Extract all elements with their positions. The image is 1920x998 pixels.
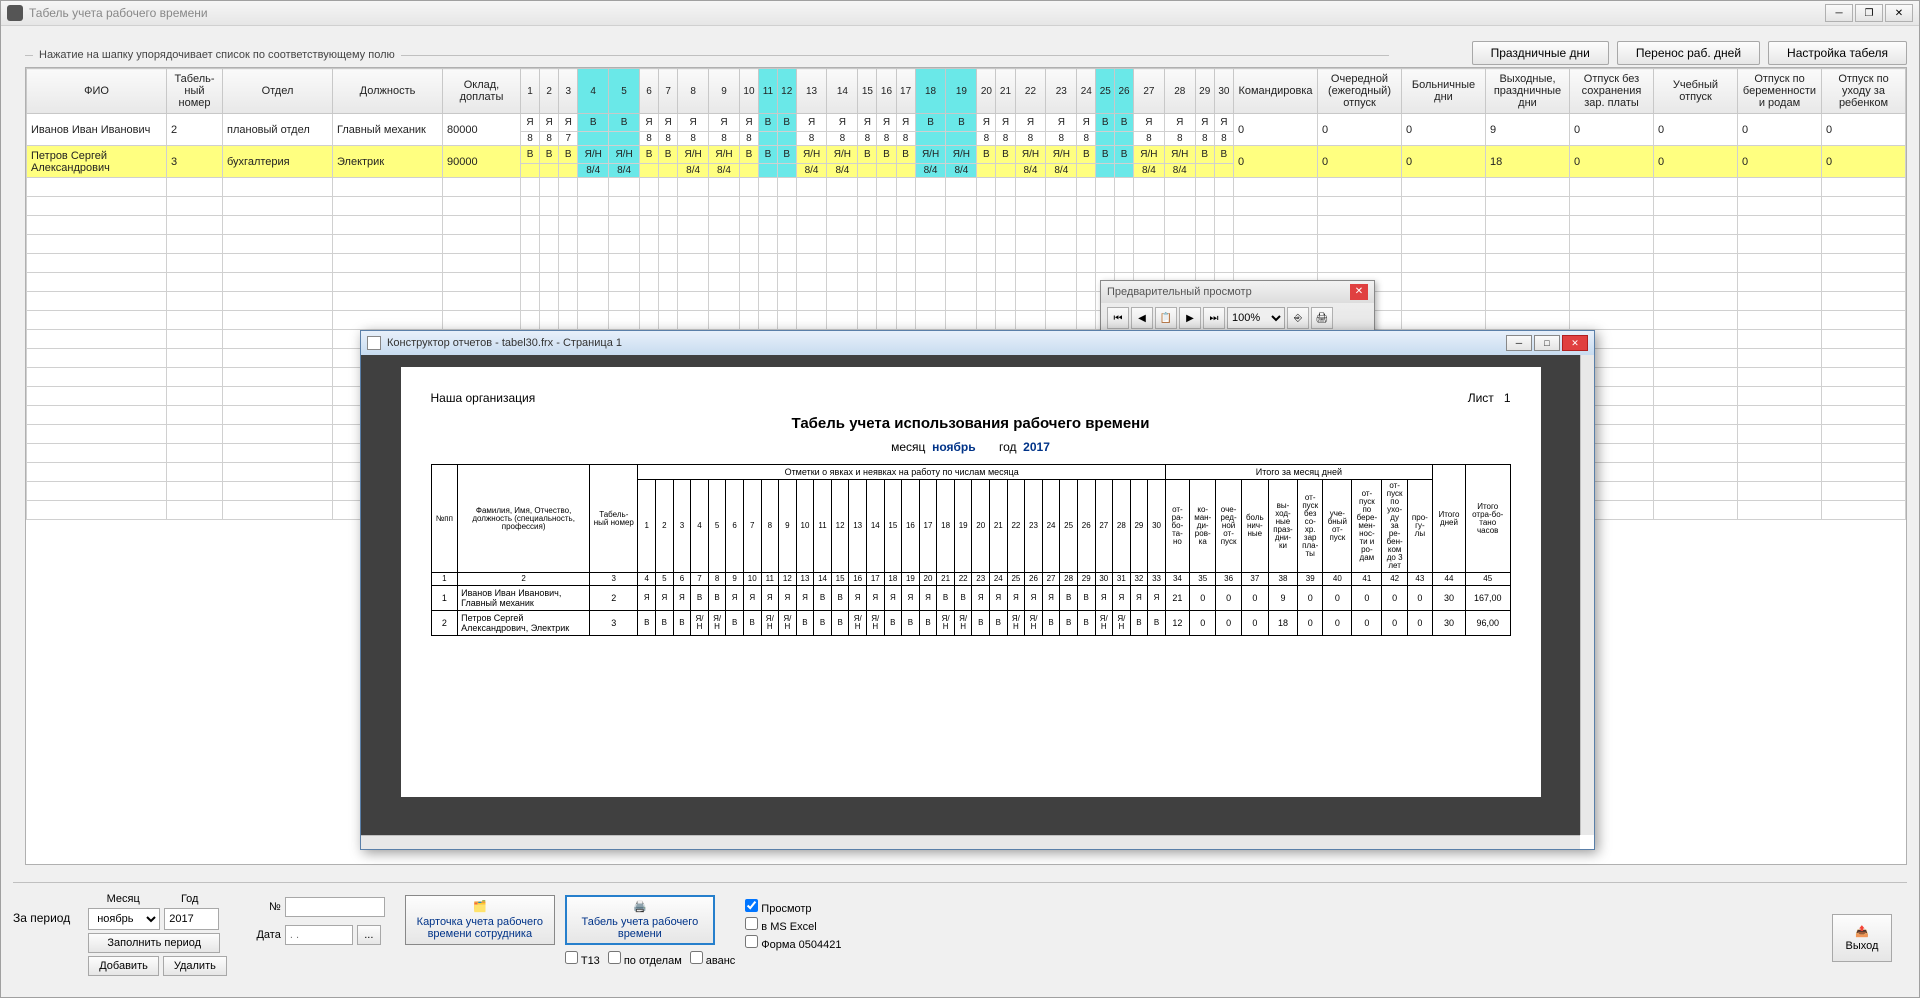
org-name: Наша организация xyxy=(431,391,536,405)
settings-button[interactable]: Настройка табеля xyxy=(1768,41,1907,65)
report-page: Наша организация Лист 1 Табель учета исп… xyxy=(401,367,1541,797)
excel-checkbox[interactable]: в MS Excel xyxy=(745,917,841,933)
num-label: № xyxy=(247,901,281,913)
preview-toolbar-title: Предварительный просмотр xyxy=(1107,286,1252,298)
report-canvas[interactable]: Наша организация Лист 1 Табель учета исп… xyxy=(361,355,1580,835)
report-hscroll[interactable] xyxy=(361,835,1580,849)
minimize-button[interactable]: ─ xyxy=(1825,4,1853,22)
year-label: Год xyxy=(162,893,217,905)
preview-toolbar[interactable]: Предварительный просмотр ✕ ⏮ ◀ 📋 ▶ ⏭ 100… xyxy=(1100,280,1375,334)
close-preview-button[interactable]: ⎆ xyxy=(1287,307,1309,329)
print-button[interactable]: 🖨 xyxy=(1311,307,1333,329)
hint-fieldset: Нажатие на шапку упорядочивает список по… xyxy=(25,49,1389,61)
first-page-button[interactable]: ⏮ xyxy=(1107,307,1129,329)
holidays-button[interactable]: Праздничные дни xyxy=(1472,41,1609,65)
date-input[interactable] xyxy=(285,925,353,945)
app-icon xyxy=(7,5,23,21)
year-spinner[interactable] xyxy=(164,908,219,930)
date-label: Дата xyxy=(247,929,281,941)
preview-toolbar-close[interactable]: ✕ xyxy=(1350,284,1368,300)
delete-button[interactable]: Удалить xyxy=(163,956,227,976)
report-window[interactable]: Конструктор отчетов - tabel30.frx - Стра… xyxy=(360,330,1595,850)
by-dept-checkbox[interactable]: по отделам xyxy=(608,951,682,967)
fill-period-button[interactable]: Заполнить период xyxy=(88,933,220,953)
date-picker-button[interactable]: ... xyxy=(357,925,381,945)
report-maximize-button[interactable]: □ xyxy=(1534,335,1560,351)
zoom-select[interactable]: 100% xyxy=(1227,307,1285,329)
next-page-button[interactable]: ▶ xyxy=(1179,307,1201,329)
bottom-panel: За период Месяц Год ноябрь Заполнить пер… xyxy=(13,882,1907,967)
exit-button[interactable]: 📤 Выход xyxy=(1832,914,1892,962)
last-page-button[interactable]: ⏭ xyxy=(1203,307,1225,329)
timesheet-report-button[interactable]: 🖨️ Табель учета рабочего времени xyxy=(565,895,715,945)
avans-checkbox[interactable]: аванс xyxy=(690,951,736,967)
card-icon: 🗂️ xyxy=(473,900,487,913)
report-vscroll[interactable] xyxy=(1580,355,1594,835)
titlebar: Табель учета рабочего времени ─ ❐ ✕ xyxy=(1,1,1919,26)
copy-button[interactable]: 📋 xyxy=(1155,307,1177,329)
report-heading: Табель учета использования рабочего врем… xyxy=(431,415,1511,432)
month-select[interactable]: ноябрь xyxy=(88,908,160,930)
t13-checkbox[interactable]: Т13 xyxy=(565,951,600,967)
add-button[interactable]: Добавить xyxy=(88,956,159,976)
report-table: №ппФамилия, Имя, Отчество, должность (сп… xyxy=(431,464,1511,636)
transfer-days-button[interactable]: Перенос раб. дней xyxy=(1617,41,1760,65)
report-icon xyxy=(367,336,381,350)
maximize-button[interactable]: ❐ xyxy=(1855,4,1883,22)
printer-icon: 🖨️ xyxy=(633,900,647,913)
report-minimize-button[interactable]: ─ xyxy=(1506,335,1532,351)
preview-checkbox[interactable]: Просмотр xyxy=(745,899,841,915)
period-label: За период xyxy=(13,893,70,925)
prev-page-button[interactable]: ◀ xyxy=(1131,307,1153,329)
report-close-button[interactable]: ✕ xyxy=(1562,335,1588,351)
num-input[interactable] xyxy=(285,897,385,917)
hint-text: Нажатие на шапку упорядочивает список по… xyxy=(33,49,401,61)
close-button[interactable]: ✕ xyxy=(1885,4,1913,22)
report-window-title: Конструктор отчетов - tabel30.frx - Стра… xyxy=(387,337,1506,349)
exit-icon: 📤 xyxy=(1855,925,1869,938)
employee-card-button[interactable]: 🗂️ Карточка учета рабочего времени сотру… xyxy=(405,895,555,945)
month-label: Месяц xyxy=(88,893,158,905)
window-title: Табель учета рабочего времени xyxy=(29,6,1825,20)
form-checkbox[interactable]: Форма 0504421 xyxy=(745,935,841,951)
